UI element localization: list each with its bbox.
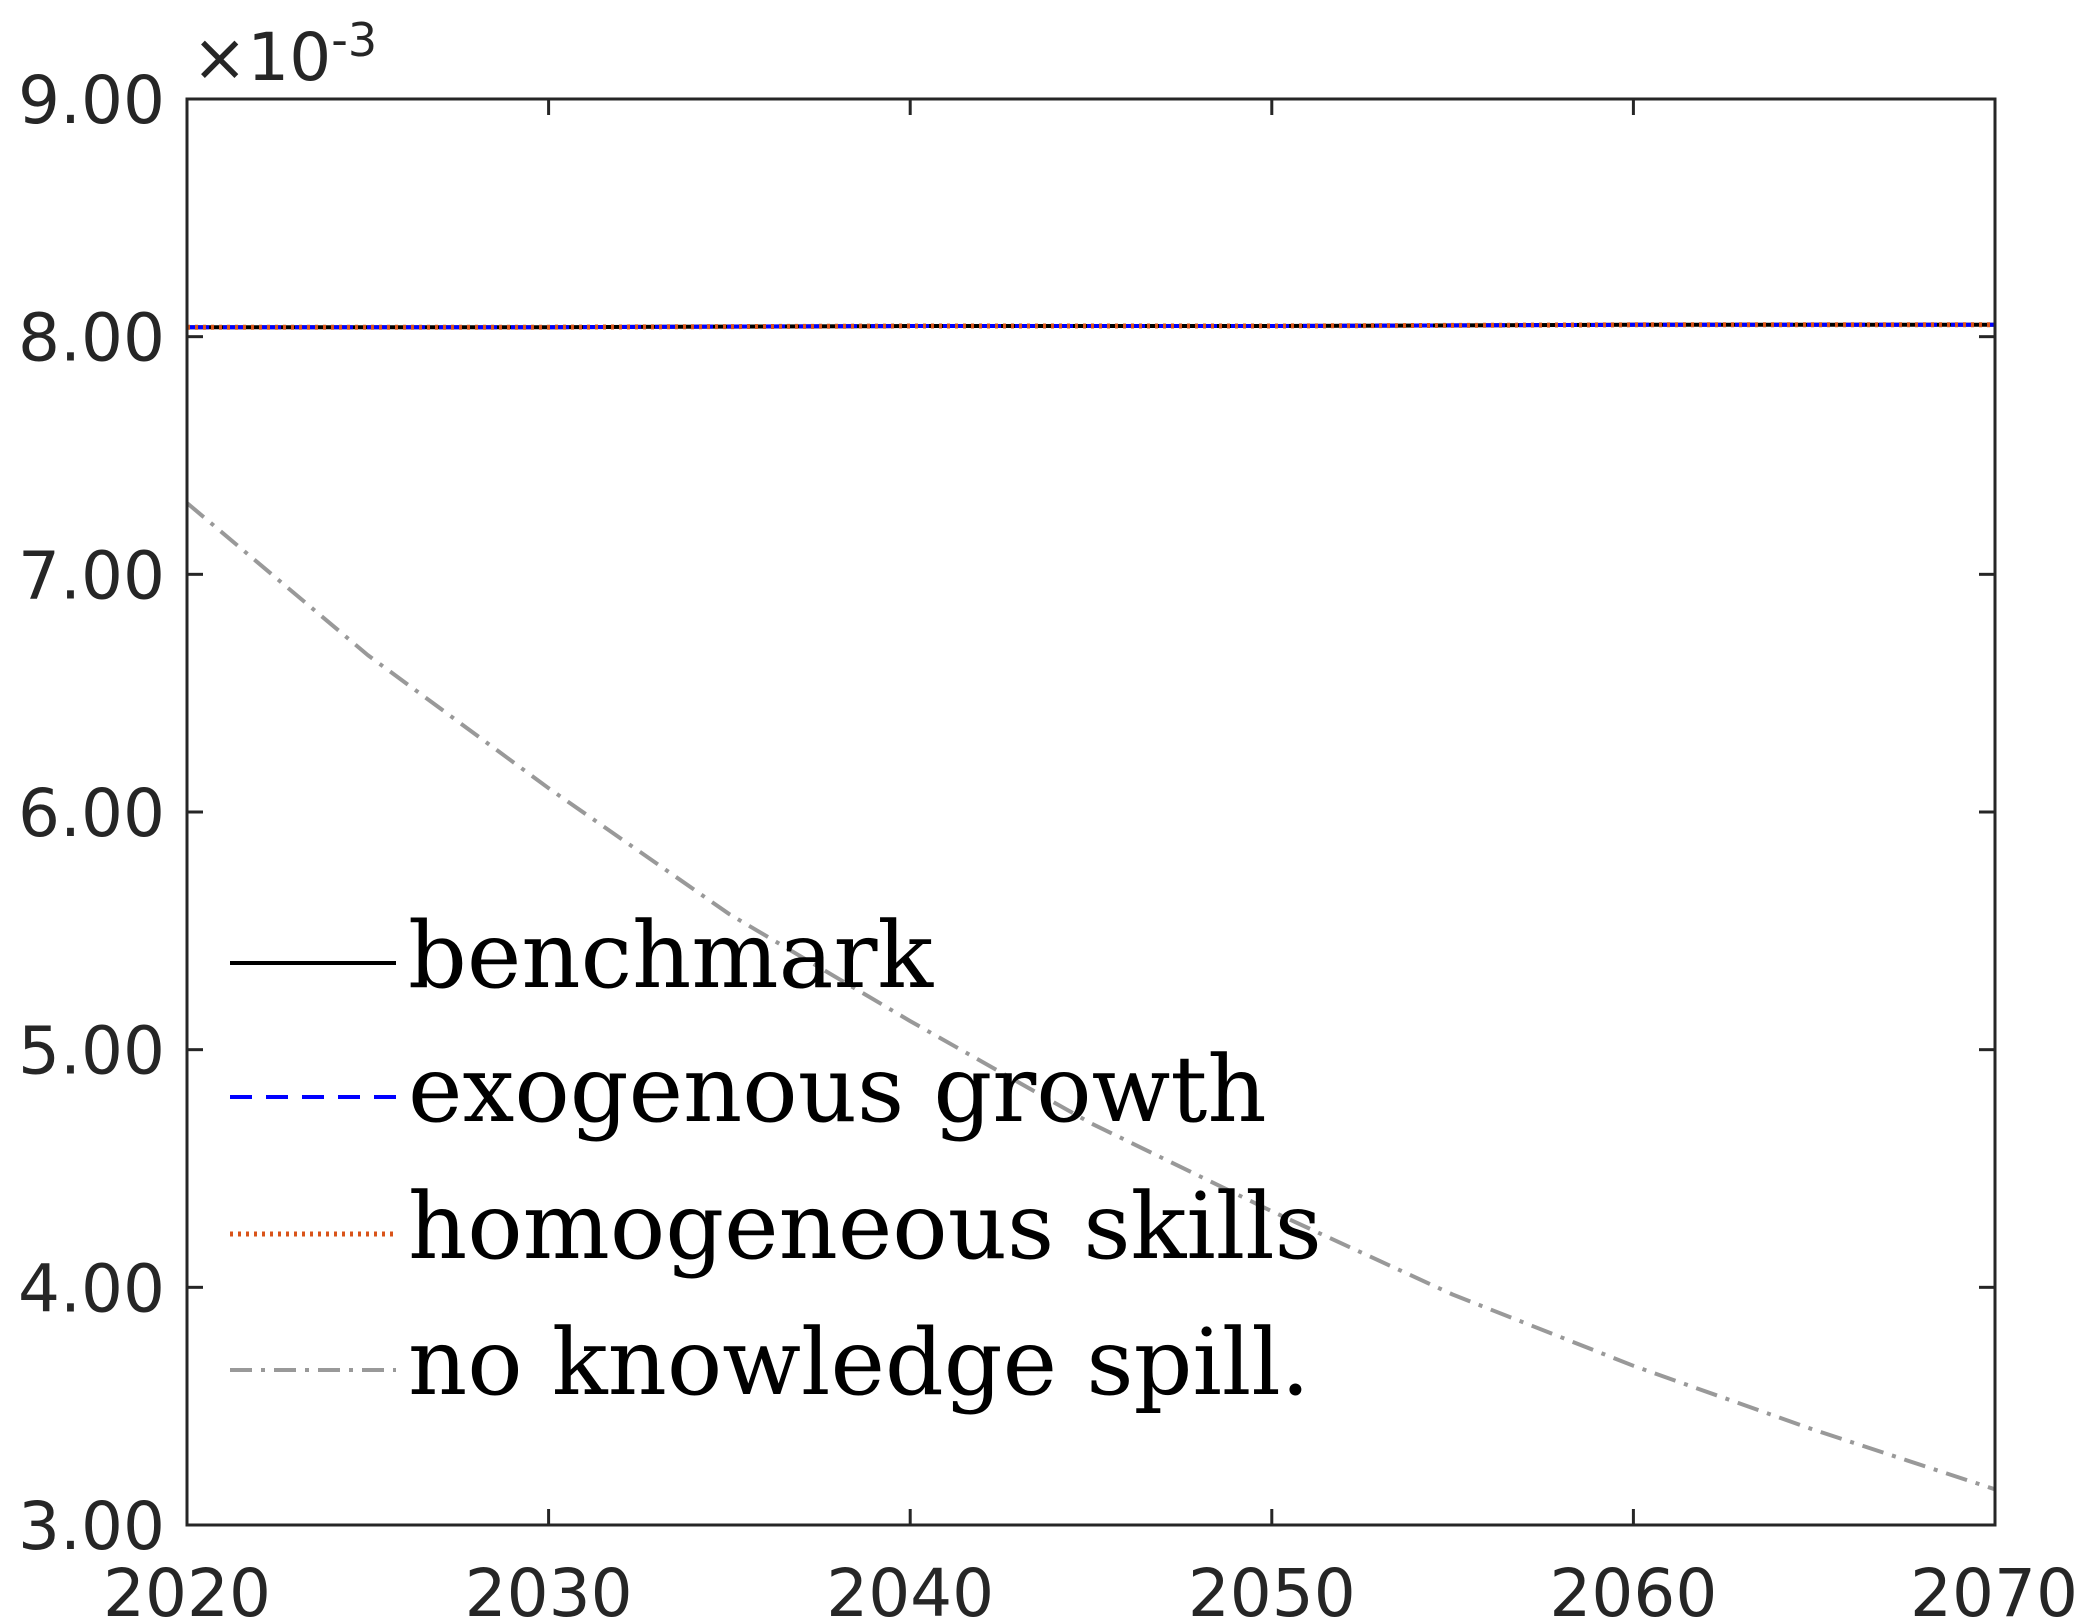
- legend-label-3: no knowledge spill.: [408, 1309, 1310, 1416]
- y-tick-label: 6.00: [18, 775, 165, 852]
- legend-label-2: homogeneous skills: [408, 1173, 1322, 1280]
- y-tick-label: 3.00: [18, 1488, 165, 1565]
- axis-tick-labels: 2020 2030 2040 2050 2060 2070 3.00 4.00 5.00 6.00…: [18, 62, 2078, 1622]
- x-tick-label: 2040: [826, 1555, 994, 1622]
- x-tick-label: 2060: [1549, 1555, 1717, 1622]
- y-axis-exponent-base: ×10: [192, 19, 331, 96]
- y-axis-exponent: ×10-3: [192, 13, 377, 96]
- y-tick-label: 9.00: [18, 62, 165, 139]
- legend: benchmark exogenous growth homogeneous ski…: [230, 902, 1322, 1416]
- x-tick-label: 2030: [465, 1555, 633, 1622]
- y-axis-exponent-power: -3: [331, 13, 377, 67]
- x-tick-label: 2020: [103, 1555, 271, 1622]
- axis-ticks: [185, 97, 1997, 1527]
- y-tick-label: 4.00: [18, 1250, 165, 1327]
- legend-label-0: benchmark: [408, 902, 934, 1009]
- series-line-2: [187, 322, 1995, 330]
- series-line-3: [185, 501, 1996, 1492]
- x-tick-label: 2050: [1188, 1555, 1356, 1622]
- y-tick-label: 7.00: [18, 537, 165, 614]
- legend-label-1: exogenous growth: [408, 1036, 1267, 1143]
- x-tick-label: 2070: [1910, 1555, 2078, 1622]
- y-tick-label: 5.00: [18, 1013, 165, 1090]
- y-tick-label: 8.00: [18, 300, 165, 377]
- plot-lines: [185, 322, 1996, 1492]
